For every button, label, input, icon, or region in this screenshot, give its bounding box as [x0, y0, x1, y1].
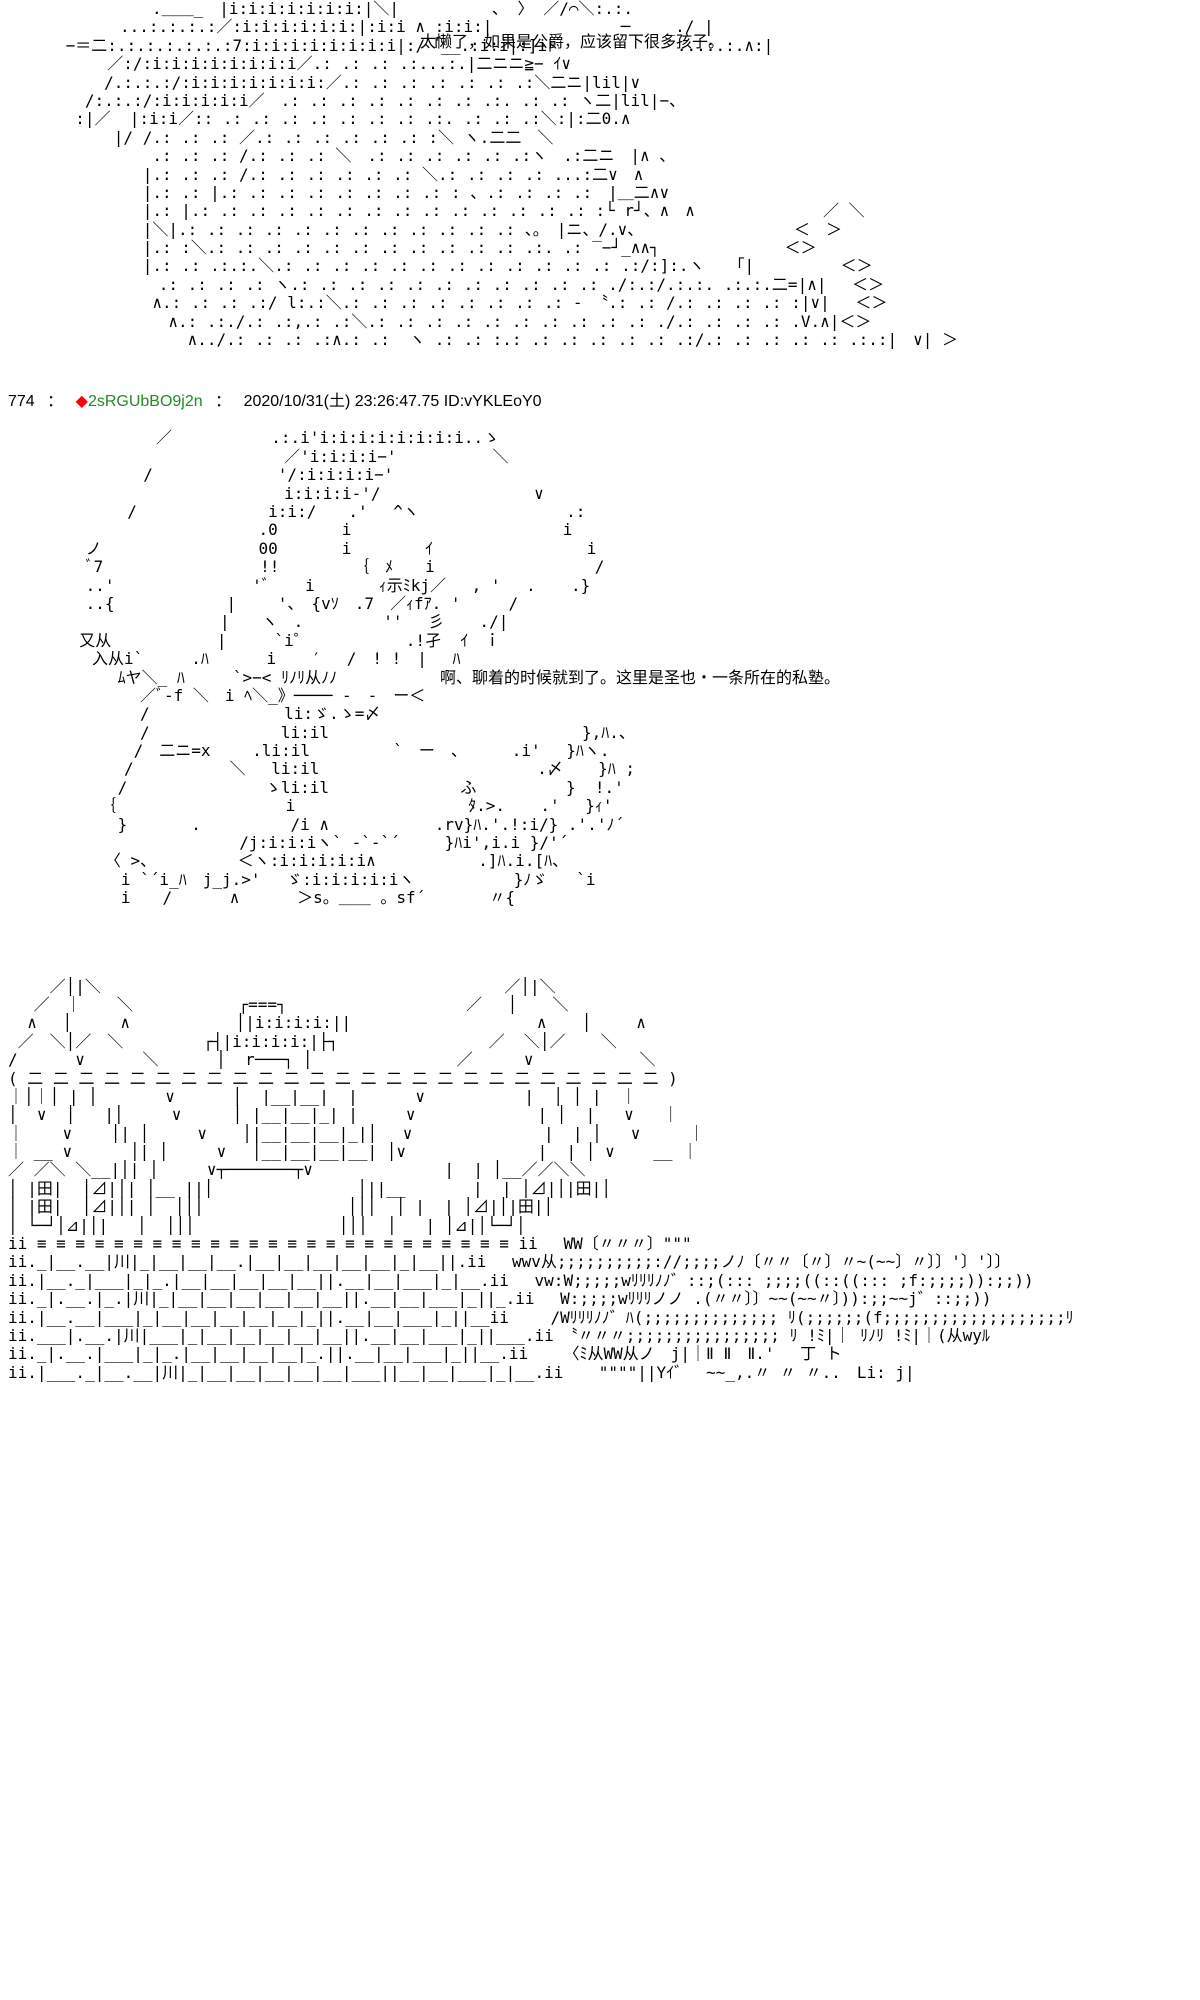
trip-diamond: ◆ [76, 393, 88, 410]
ascii-art-3: ／│|＼ ／│|＼ ／ ｜ ＼ ┌===┐ ／ │ ＼ ∧ │ ∧ │|i:i:… [8, 978, 1200, 1383]
ascii-art-container-1: .＿＿_ |i:i:i:i:i:i:i:|＼| 、 〉 ／/⌒＼:.:. ...… [0, 0, 1200, 349]
post-block-3: ／│|＼ ／│|＼ ／ ｜ ＼ ┌===┐ ／ │ ＼ ∧ │ ∧ │|i:i:… [0, 978, 1200, 1383]
ascii-art-container-3: ／│|＼ ／│|＼ ／ ｜ ＼ ┌===┐ ／ │ ＼ ∧ │ ∧ │|i:i:… [0, 978, 1200, 1383]
comment-1: 太懒了，如果是公爵，应该留下很多孩子。 [420, 28, 724, 52]
separator-2: ： [215, 393, 231, 410]
post-date: 2020/10/31(土) 23:26:47.75 ID:vYKLEoY0 [244, 393, 542, 410]
post-number: 774 [8, 393, 35, 410]
tripcode[interactable]: 2sRGUbBO9j2n [88, 393, 203, 410]
post-block-1: 太懒了，如果是公爵，应该留下很多孩子。 .＿＿_ |i:i:i:i:i:i:i:… [0, 0, 1200, 349]
post-header: 774 ： ◆2sRGUbBO9j2n ： 2020/10/31(土) 23:2… [0, 379, 1200, 419]
separator-1: ： [47, 393, 63, 410]
ascii-art-1: .＿＿_ |i:i:i:i:i:i:i:|＼| 、 〉 ／/⌒＼:.:. ...… [40, 0, 1200, 349]
spacer [0, 938, 1200, 978]
post-block-2: 啊、聊着的时候就到了。这里是圣也・一条所在的私塾。 ／ .:.i'i:i:i:i… [0, 429, 1200, 907]
comment-2: 啊、聊着的时候就到了。这里是圣也・一条所在的私塾。 [440, 664, 840, 688]
